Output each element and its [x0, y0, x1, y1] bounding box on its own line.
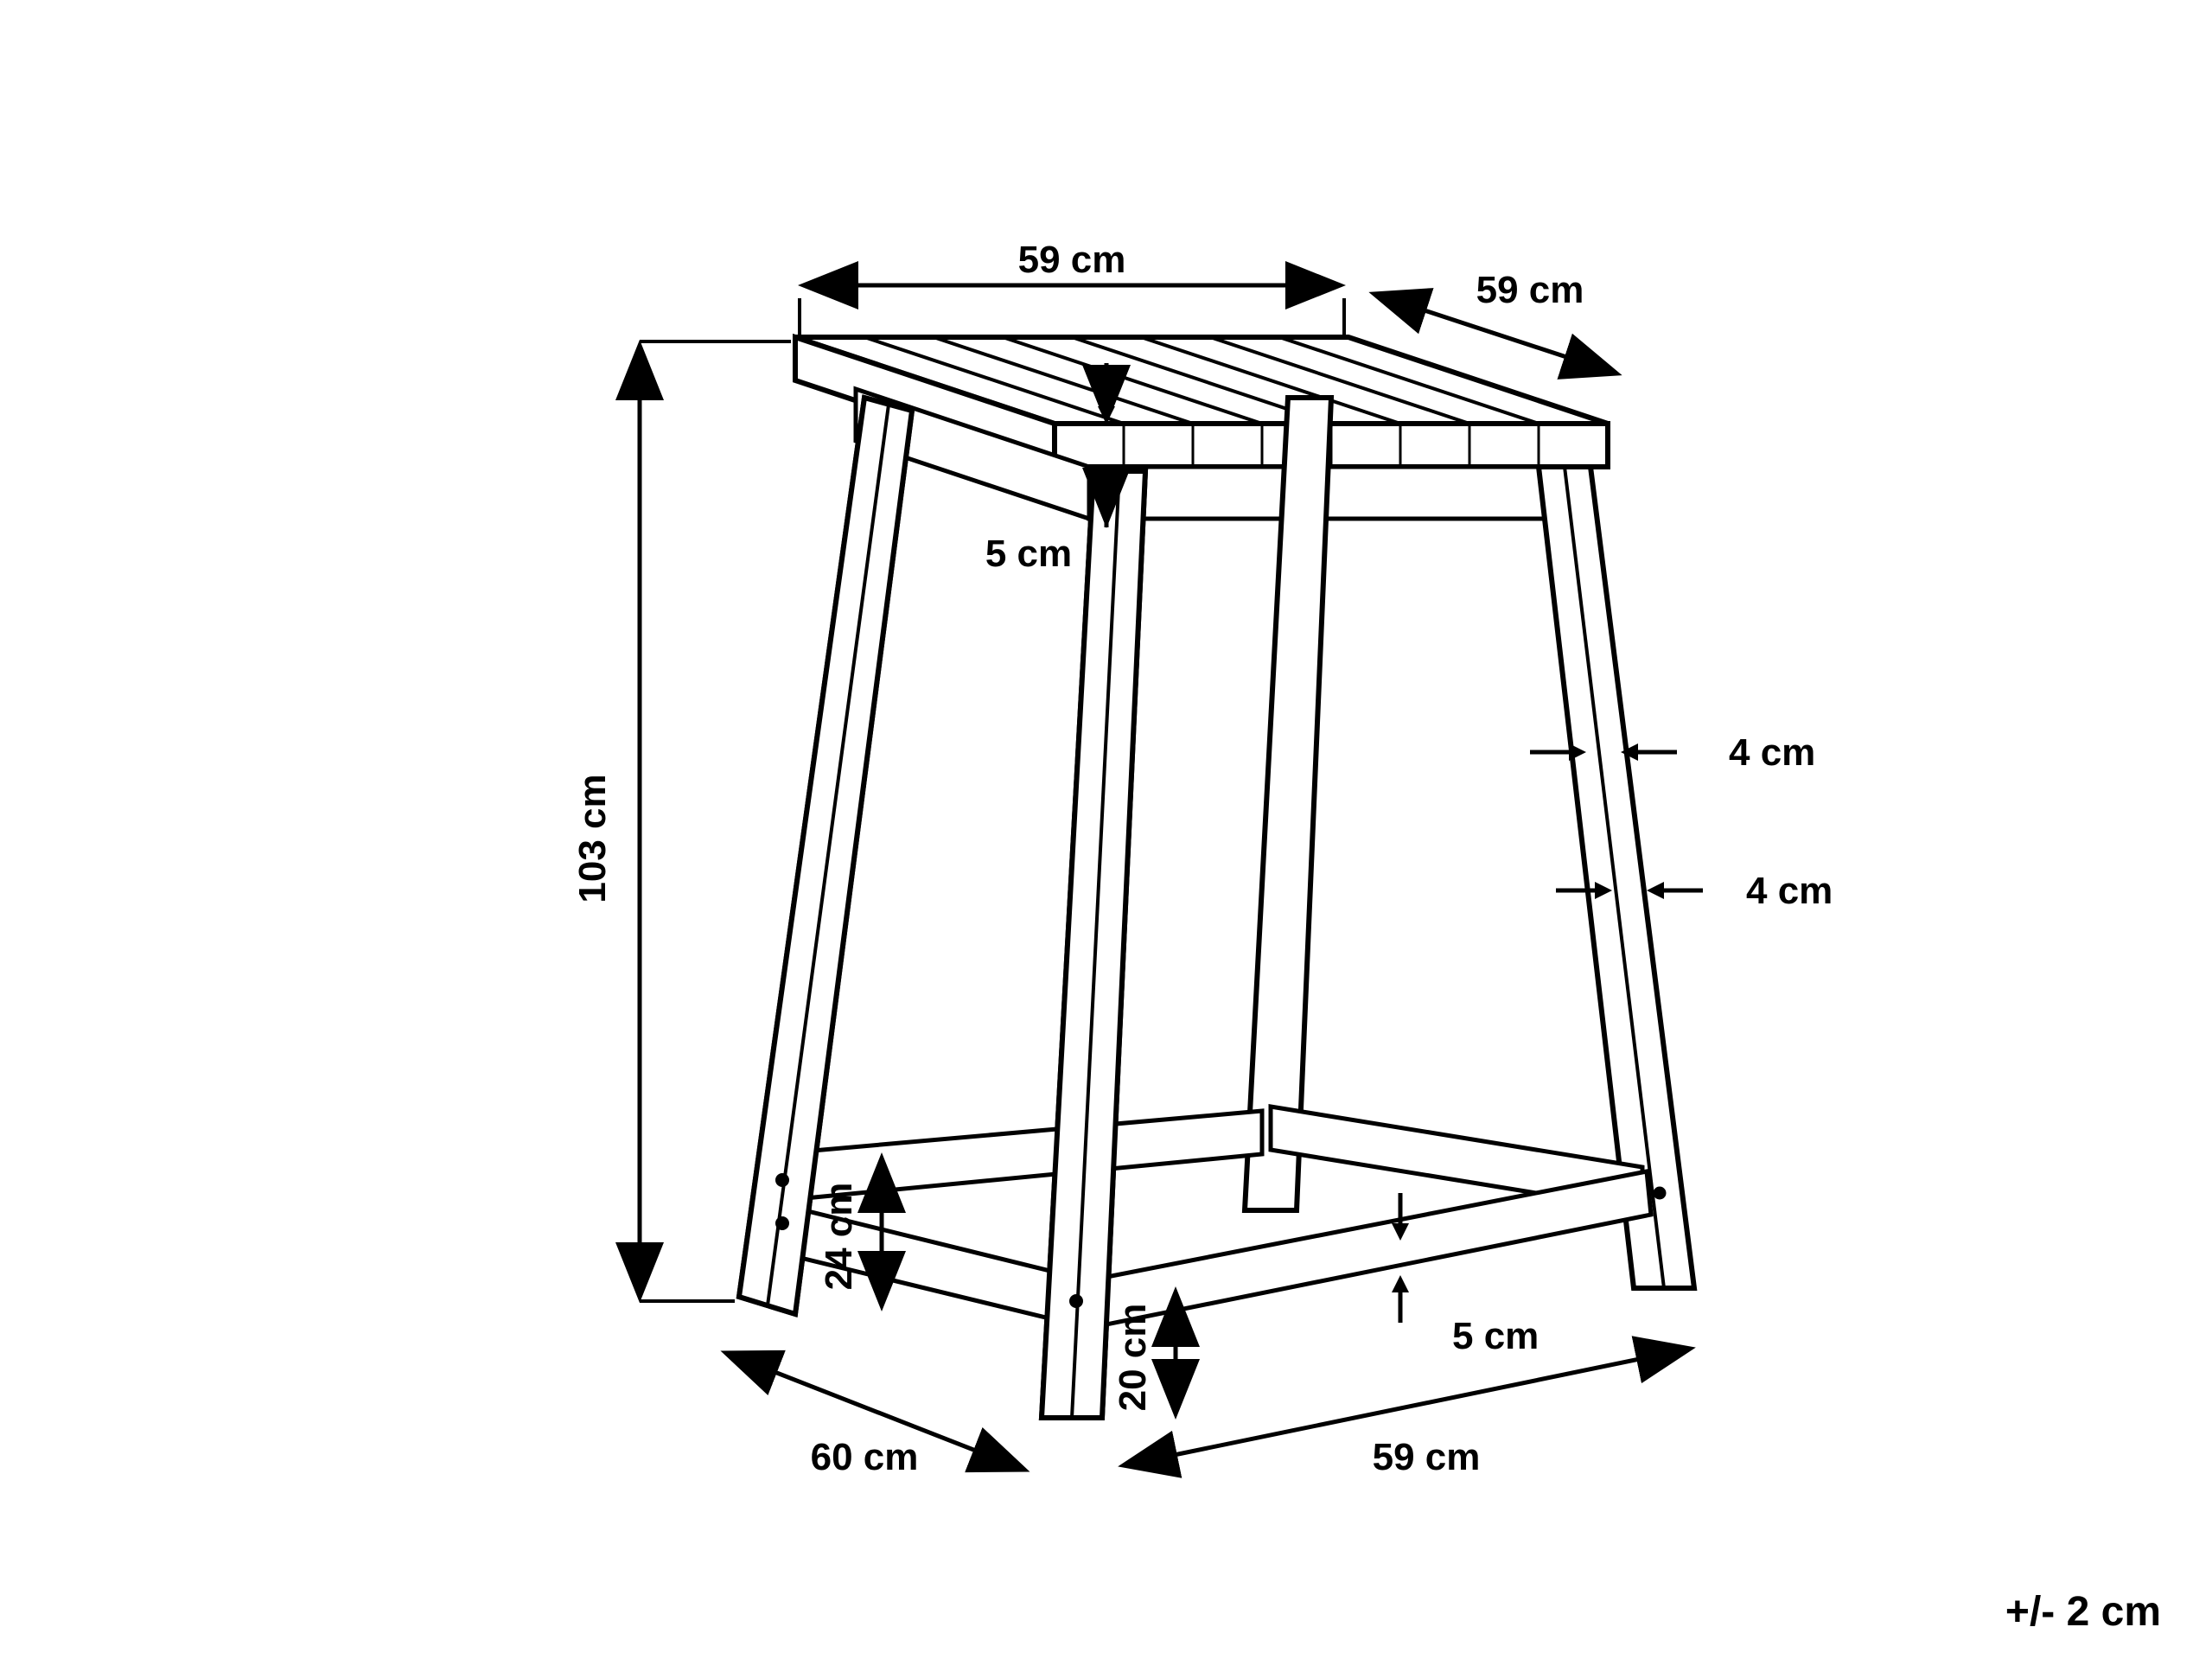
dim-foot-width: 59 cm: [1124, 1349, 1690, 1478]
dim-rail-height-label: 24 cm: [818, 1183, 860, 1291]
dimension-drawing: 59 cm 59 cm 103 cm 5 cm 4 cm 4 cm: [0, 0, 2212, 1659]
dim-leg-width-label: 4 cm: [1729, 731, 1815, 774]
dim-foot-width-label: 59 cm: [1373, 1436, 1481, 1478]
dim-foot-depth-label: 60 cm: [811, 1436, 919, 1478]
tolerance-note: +/- 2 cm: [2005, 1589, 2161, 1635]
dim-top-depth-label: 59 cm: [1476, 269, 1584, 311]
dim-foot-depth: 60 cm: [726, 1353, 1024, 1478]
dim-rail-thick-label: 5 cm: [1452, 1315, 1539, 1357]
stretchers: [765, 1107, 1664, 1327]
dim-top-thick-label: 5 cm: [985, 533, 1072, 575]
dim-rail-clear-label: 20 cm: [1112, 1304, 1154, 1412]
dim-top-width-label: 59 cm: [1018, 239, 1126, 281]
dim-top-width: 59 cm: [800, 239, 1344, 337]
dim-leg-depth-label: 4 cm: [1746, 870, 1833, 912]
dim-height-label: 103 cm: [571, 774, 614, 903]
